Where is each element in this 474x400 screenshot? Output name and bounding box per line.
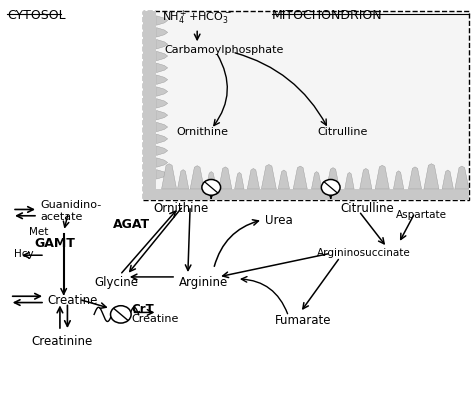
- Polygon shape: [156, 99, 168, 108]
- Polygon shape: [162, 164, 177, 189]
- Text: GAMT: GAMT: [35, 238, 75, 250]
- Polygon shape: [156, 28, 168, 37]
- Text: NH$_4^+$+HCO$_3^-$: NH$_4^+$+HCO$_3^-$: [162, 9, 232, 27]
- Text: Arginine: Arginine: [178, 276, 228, 289]
- Polygon shape: [278, 170, 290, 189]
- Polygon shape: [311, 172, 322, 189]
- Text: Citrulline: Citrulline: [340, 202, 394, 215]
- Polygon shape: [156, 146, 168, 156]
- Polygon shape: [247, 168, 259, 189]
- Polygon shape: [156, 40, 168, 49]
- Text: Met: Met: [28, 227, 48, 237]
- Polygon shape: [156, 63, 168, 72]
- Text: Argininosuccinate: Argininosuccinate: [317, 248, 410, 258]
- Text: Guanidino-
acetate: Guanidino- acetate: [40, 200, 101, 222]
- Polygon shape: [156, 75, 168, 84]
- Circle shape: [202, 180, 220, 195]
- Polygon shape: [190, 166, 204, 189]
- Polygon shape: [156, 134, 168, 144]
- Polygon shape: [360, 168, 372, 189]
- Polygon shape: [375, 165, 389, 189]
- Text: CYTOSOL: CYTOSOL: [8, 9, 66, 22]
- Bar: [143, 189, 469, 200]
- Polygon shape: [156, 51, 168, 61]
- Polygon shape: [393, 171, 404, 189]
- Text: Creatine: Creatine: [132, 314, 179, 324]
- Bar: [143, 11, 156, 200]
- Text: Creatinine: Creatinine: [31, 335, 92, 348]
- Text: Carbamoylphosphate: Carbamoylphosphate: [164, 45, 284, 55]
- Polygon shape: [177, 170, 189, 189]
- Polygon shape: [156, 110, 168, 120]
- Text: Creatine: Creatine: [47, 294, 98, 307]
- Bar: [143, 11, 469, 200]
- Polygon shape: [235, 172, 244, 189]
- Polygon shape: [156, 158, 168, 167]
- Text: Fumarate: Fumarate: [274, 314, 331, 327]
- Polygon shape: [206, 172, 217, 189]
- Text: MITOCHONDRION: MITOCHONDRION: [272, 9, 383, 22]
- Polygon shape: [156, 16, 168, 25]
- Text: Ornithine: Ornithine: [176, 127, 228, 137]
- Text: AGAT: AGAT: [113, 218, 150, 231]
- Polygon shape: [424, 164, 439, 189]
- Polygon shape: [409, 167, 421, 189]
- Polygon shape: [345, 172, 354, 189]
- Polygon shape: [455, 166, 469, 189]
- Text: Hcy: Hcy: [15, 249, 34, 259]
- Polygon shape: [156, 122, 168, 132]
- Text: CrT: CrT: [132, 303, 155, 316]
- Polygon shape: [156, 87, 168, 96]
- Polygon shape: [293, 166, 307, 189]
- Polygon shape: [327, 168, 339, 189]
- Text: Ornithine: Ornithine: [153, 202, 209, 215]
- Polygon shape: [442, 170, 454, 189]
- Circle shape: [321, 180, 340, 195]
- Circle shape: [110, 306, 131, 323]
- Polygon shape: [261, 164, 276, 189]
- Text: Citrulline: Citrulline: [318, 127, 368, 137]
- Text: Glycine: Glycine: [94, 276, 138, 289]
- Polygon shape: [219, 167, 232, 189]
- Text: Aspartate: Aspartate: [396, 210, 447, 220]
- Text: Urea: Urea: [265, 214, 293, 227]
- Polygon shape: [156, 170, 168, 179]
